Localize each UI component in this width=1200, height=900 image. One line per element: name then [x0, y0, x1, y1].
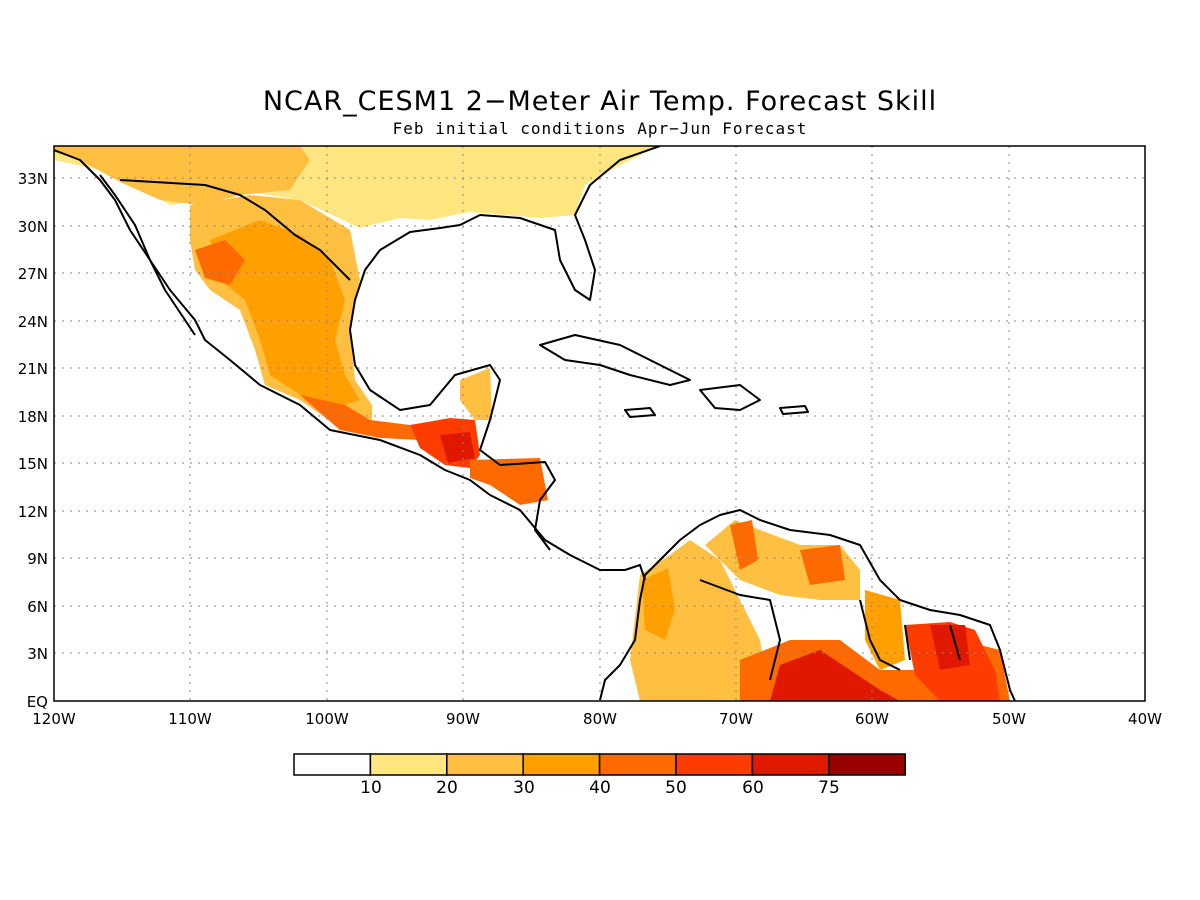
lat-label: 12N: [18, 503, 48, 521]
lon-label: 80W: [583, 710, 617, 728]
colorbar-label: 40: [589, 778, 611, 798]
coast-north-america: [54, 149, 646, 581]
coast-cuba: [539, 334, 691, 386]
colorbar-swatch: [828, 753, 906, 776]
lat-axis: 33N 30N 27N 24N 21N 18N 15N 12N 9N 6N 3N…: [18, 170, 48, 711]
lon-label: 90W: [446, 710, 480, 728]
lon-label: 40W: [1128, 710, 1162, 728]
colorbar-swatch: [522, 753, 601, 776]
shade-mexico-inner: [210, 220, 360, 410]
colorbar-swatch: [293, 753, 372, 776]
coast-south-america: [599, 509, 1016, 701]
shade-us-southwest: [54, 146, 310, 205]
colorbar-labels: 10 20 30 40 50 60 75: [360, 778, 840, 798]
shade-mexico-hot: [195, 240, 245, 285]
shade-honduras: [470, 458, 548, 505]
colorbar-label: 60: [742, 778, 764, 798]
colorbar-swatch: [675, 753, 754, 776]
lat-label: 6N: [27, 598, 48, 616]
shade-brazil-core: [770, 650, 900, 701]
lon-label: 60W: [855, 710, 889, 728]
border-us-mexico: [119, 179, 351, 281]
colorbar-label: 20: [436, 778, 458, 798]
lat-label: 21N: [18, 360, 48, 378]
coast-baja: [99, 174, 196, 336]
lon-label: 70W: [719, 710, 753, 728]
lon-label: 120W: [32, 710, 76, 728]
coast-gulf: [349, 146, 661, 551]
lat-label: 18N: [18, 408, 48, 426]
colorbar-swatch: [446, 753, 524, 776]
coast-hispaniola: [699, 384, 761, 411]
lon-label: 110W: [168, 710, 212, 728]
colorbar-label: 50: [665, 778, 687, 798]
shade-venezuela-east: [800, 545, 845, 585]
lon-label: 100W: [305, 710, 349, 728]
shade-colombia-hot: [642, 568, 675, 640]
lat-label: 24N: [18, 313, 48, 331]
lat-label: 33N: [18, 170, 48, 188]
colorbar-swatch: [598, 753, 677, 776]
chart-title: NCAR_CESM1 2−Meter Air Temp. Forecast Sk…: [262, 86, 938, 117]
coast-puerto-rico: [779, 405, 809, 415]
colorbar-swatch: [369, 753, 448, 776]
colorbar-label: 30: [513, 778, 535, 798]
lat-label: 30N: [18, 218, 48, 236]
skill-shading: [54, 146, 1010, 701]
map-frame: [53, 145, 1146, 702]
lat-label: 9N: [27, 550, 48, 568]
shade-yucatan: [460, 368, 492, 420]
coast-jamaica: [624, 407, 656, 418]
shade-mexico-south: [300, 395, 420, 440]
coastlines: [54, 146, 1016, 701]
shade-guatemala-core: [440, 432, 475, 463]
lat-label: EQ: [27, 693, 48, 711]
colorbar-label: 75: [818, 778, 840, 798]
border-south-america: [699, 579, 961, 681]
lat-label: 27N: [18, 265, 48, 283]
lat-label: 3N: [27, 645, 48, 663]
lon-label: 50W: [992, 710, 1026, 728]
chart-subtitle: Feb initial conditions Apr−Jun Forecast: [392, 119, 808, 138]
colorbar: [293, 753, 906, 776]
colorbar-swatch: [751, 753, 830, 776]
lon-axis: 120W 110W 100W 90W 80W 70W 60W 50W 40W: [32, 710, 1162, 728]
lat-label: 15N: [18, 455, 48, 473]
colorbar-label: 10: [360, 778, 382, 798]
